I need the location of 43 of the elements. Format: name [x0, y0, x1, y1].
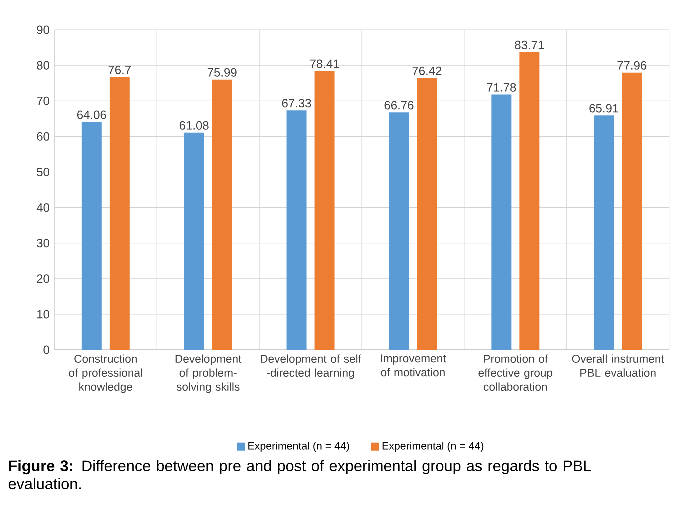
bar — [594, 116, 614, 350]
bar — [520, 52, 540, 350]
data-label: 75.99 — [208, 68, 237, 77]
legend-label: Experimental (n = 44) — [382, 442, 484, 452]
data-label: 76.7 — [108, 66, 131, 74]
x-tick-label: Development of self -directed learning — [260, 354, 362, 380]
y-tick-label: 90 — [37, 26, 50, 34]
y-tick-label: 0 — [44, 346, 50, 354]
bar — [110, 77, 130, 350]
bar — [389, 112, 410, 350]
data-label: 78.41 — [310, 60, 340, 68]
y-tick-label: 30 — [37, 239, 50, 248]
x-tick-label: Overall instrument PBL evaluation — [572, 354, 664, 378]
y-tick-label: 70 — [37, 96, 50, 106]
data-label: 67.33 — [282, 99, 312, 108]
data-label: 64.06 — [77, 110, 106, 120]
data-label: 71.78 — [487, 83, 516, 92]
x-tick-label: Improvement of motivation — [381, 354, 446, 377]
bar — [184, 132, 204, 350]
y-tick-label: 60 — [37, 132, 50, 141]
bar — [82, 122, 102, 350]
x-tick-label: Promotion of effective group collaboration — [478, 354, 553, 392]
bar — [212, 80, 232, 350]
bar — [314, 71, 335, 350]
y-tick-label: 20 — [37, 274, 50, 284]
data-label: 77.96 — [618, 61, 647, 70]
bar — [417, 78, 438, 350]
legend-label: Experimental (n = 44) — [248, 442, 350, 452]
bar — [622, 72, 642, 350]
data-label: 76.42 — [412, 66, 442, 76]
bar — [286, 110, 307, 350]
y-tick-label: 10 — [38, 310, 50, 319]
x-tick-label: Construction of professional knowledge — [69, 354, 142, 394]
bar — [492, 94, 512, 350]
text: Figure 3: Difference between pre and post of experimental group as regards to PBL evaluation. — [8, 460, 592, 490]
x-tick-label: Development of problem-solving skills — [176, 354, 242, 394]
y-tick-label: 50 — [37, 168, 50, 176]
y-tick-label: 80 — [37, 61, 50, 70]
data-label: 61.08 — [180, 121, 209, 130]
data-label: 66.76 — [384, 101, 414, 110]
data-label: 65.91 — [590, 104, 619, 113]
y-tick-label: 40 — [36, 204, 50, 212]
data-label: 83.71 — [515, 40, 544, 50]
